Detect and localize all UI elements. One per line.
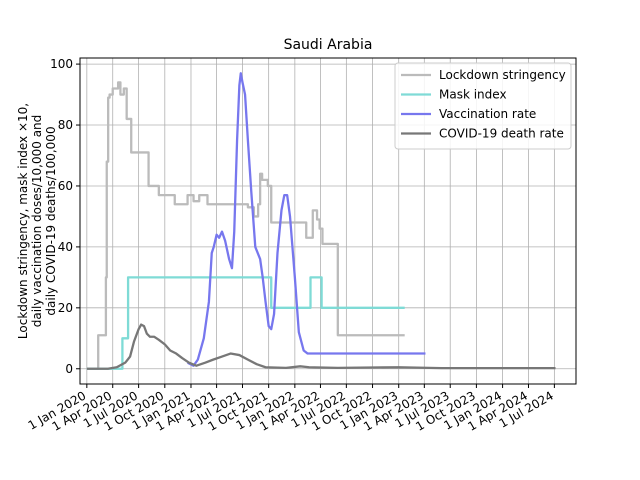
legend-label: Vaccination rate — [439, 107, 536, 121]
legend-label: COVID-19 death rate — [439, 127, 564, 141]
series-layer — [86, 72, 556, 370]
series-line-vaccination-rate — [187, 72, 426, 367]
legend-box — [394, 62, 572, 150]
y-tick-label: 60 — [58, 179, 73, 193]
y-tick-label: 0 — [65, 362, 73, 376]
legend-label: Lockdown stringency — [439, 68, 566, 82]
y-tick-label: 40 — [58, 240, 73, 254]
legend: Lockdown stringency Mask index Vaccination… — [394, 62, 572, 150]
y-tick-label: 20 — [58, 301, 73, 315]
plot-frame — [79, 57, 577, 385]
y-axis-label: Lockdown stringency, mask index ×10, dail… — [16, 103, 58, 339]
series-line-covid-19-death-rate — [86, 323, 556, 370]
y-tick-label: 80 — [58, 118, 73, 132]
series-line-lockdown-stringency — [86, 81, 405, 370]
y-axis-label-line: Lockdown stringency, mask index ×10, — [16, 103, 30, 339]
grid-layer — [80, 58, 576, 384]
y-tick-label: 100 — [50, 57, 73, 71]
y-axis-label-line: daily vaccination doses/10,000 and — [30, 115, 44, 328]
chart-title: Saudi Arabia — [284, 37, 373, 53]
y-axis-label-line: daily COVID-19 deaths/100,000 — [44, 126, 58, 315]
legend-label: Mask index — [439, 88, 507, 102]
series-line-mask-index — [86, 276, 405, 370]
